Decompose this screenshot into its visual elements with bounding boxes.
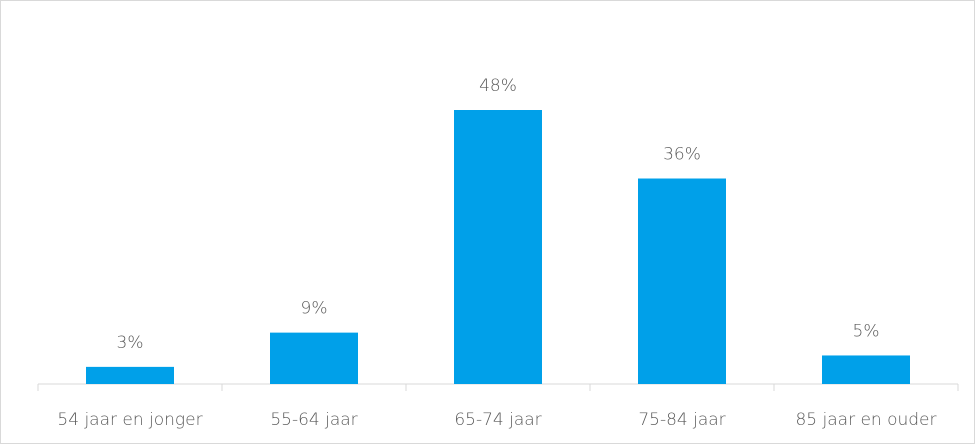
bar [86,366,174,384]
bar [822,355,910,384]
value-label: 36% [663,145,701,165]
x-tick-label: 85 jaar en ouder [795,410,936,430]
value-label: 3% [117,333,144,353]
bar [270,332,358,384]
x-tick-label: 65-74 jaar [454,410,541,430]
x-tick-label: 54 jaar en jonger [57,410,202,430]
x-tick-label: 55-64 jaar [270,410,357,430]
value-label: 5% [853,321,880,341]
x-tick-label: 75-84 jaar [638,410,725,430]
bar [454,110,542,384]
value-label: 48% [479,76,517,96]
value-label: 9% [301,299,328,319]
bar [638,178,726,384]
